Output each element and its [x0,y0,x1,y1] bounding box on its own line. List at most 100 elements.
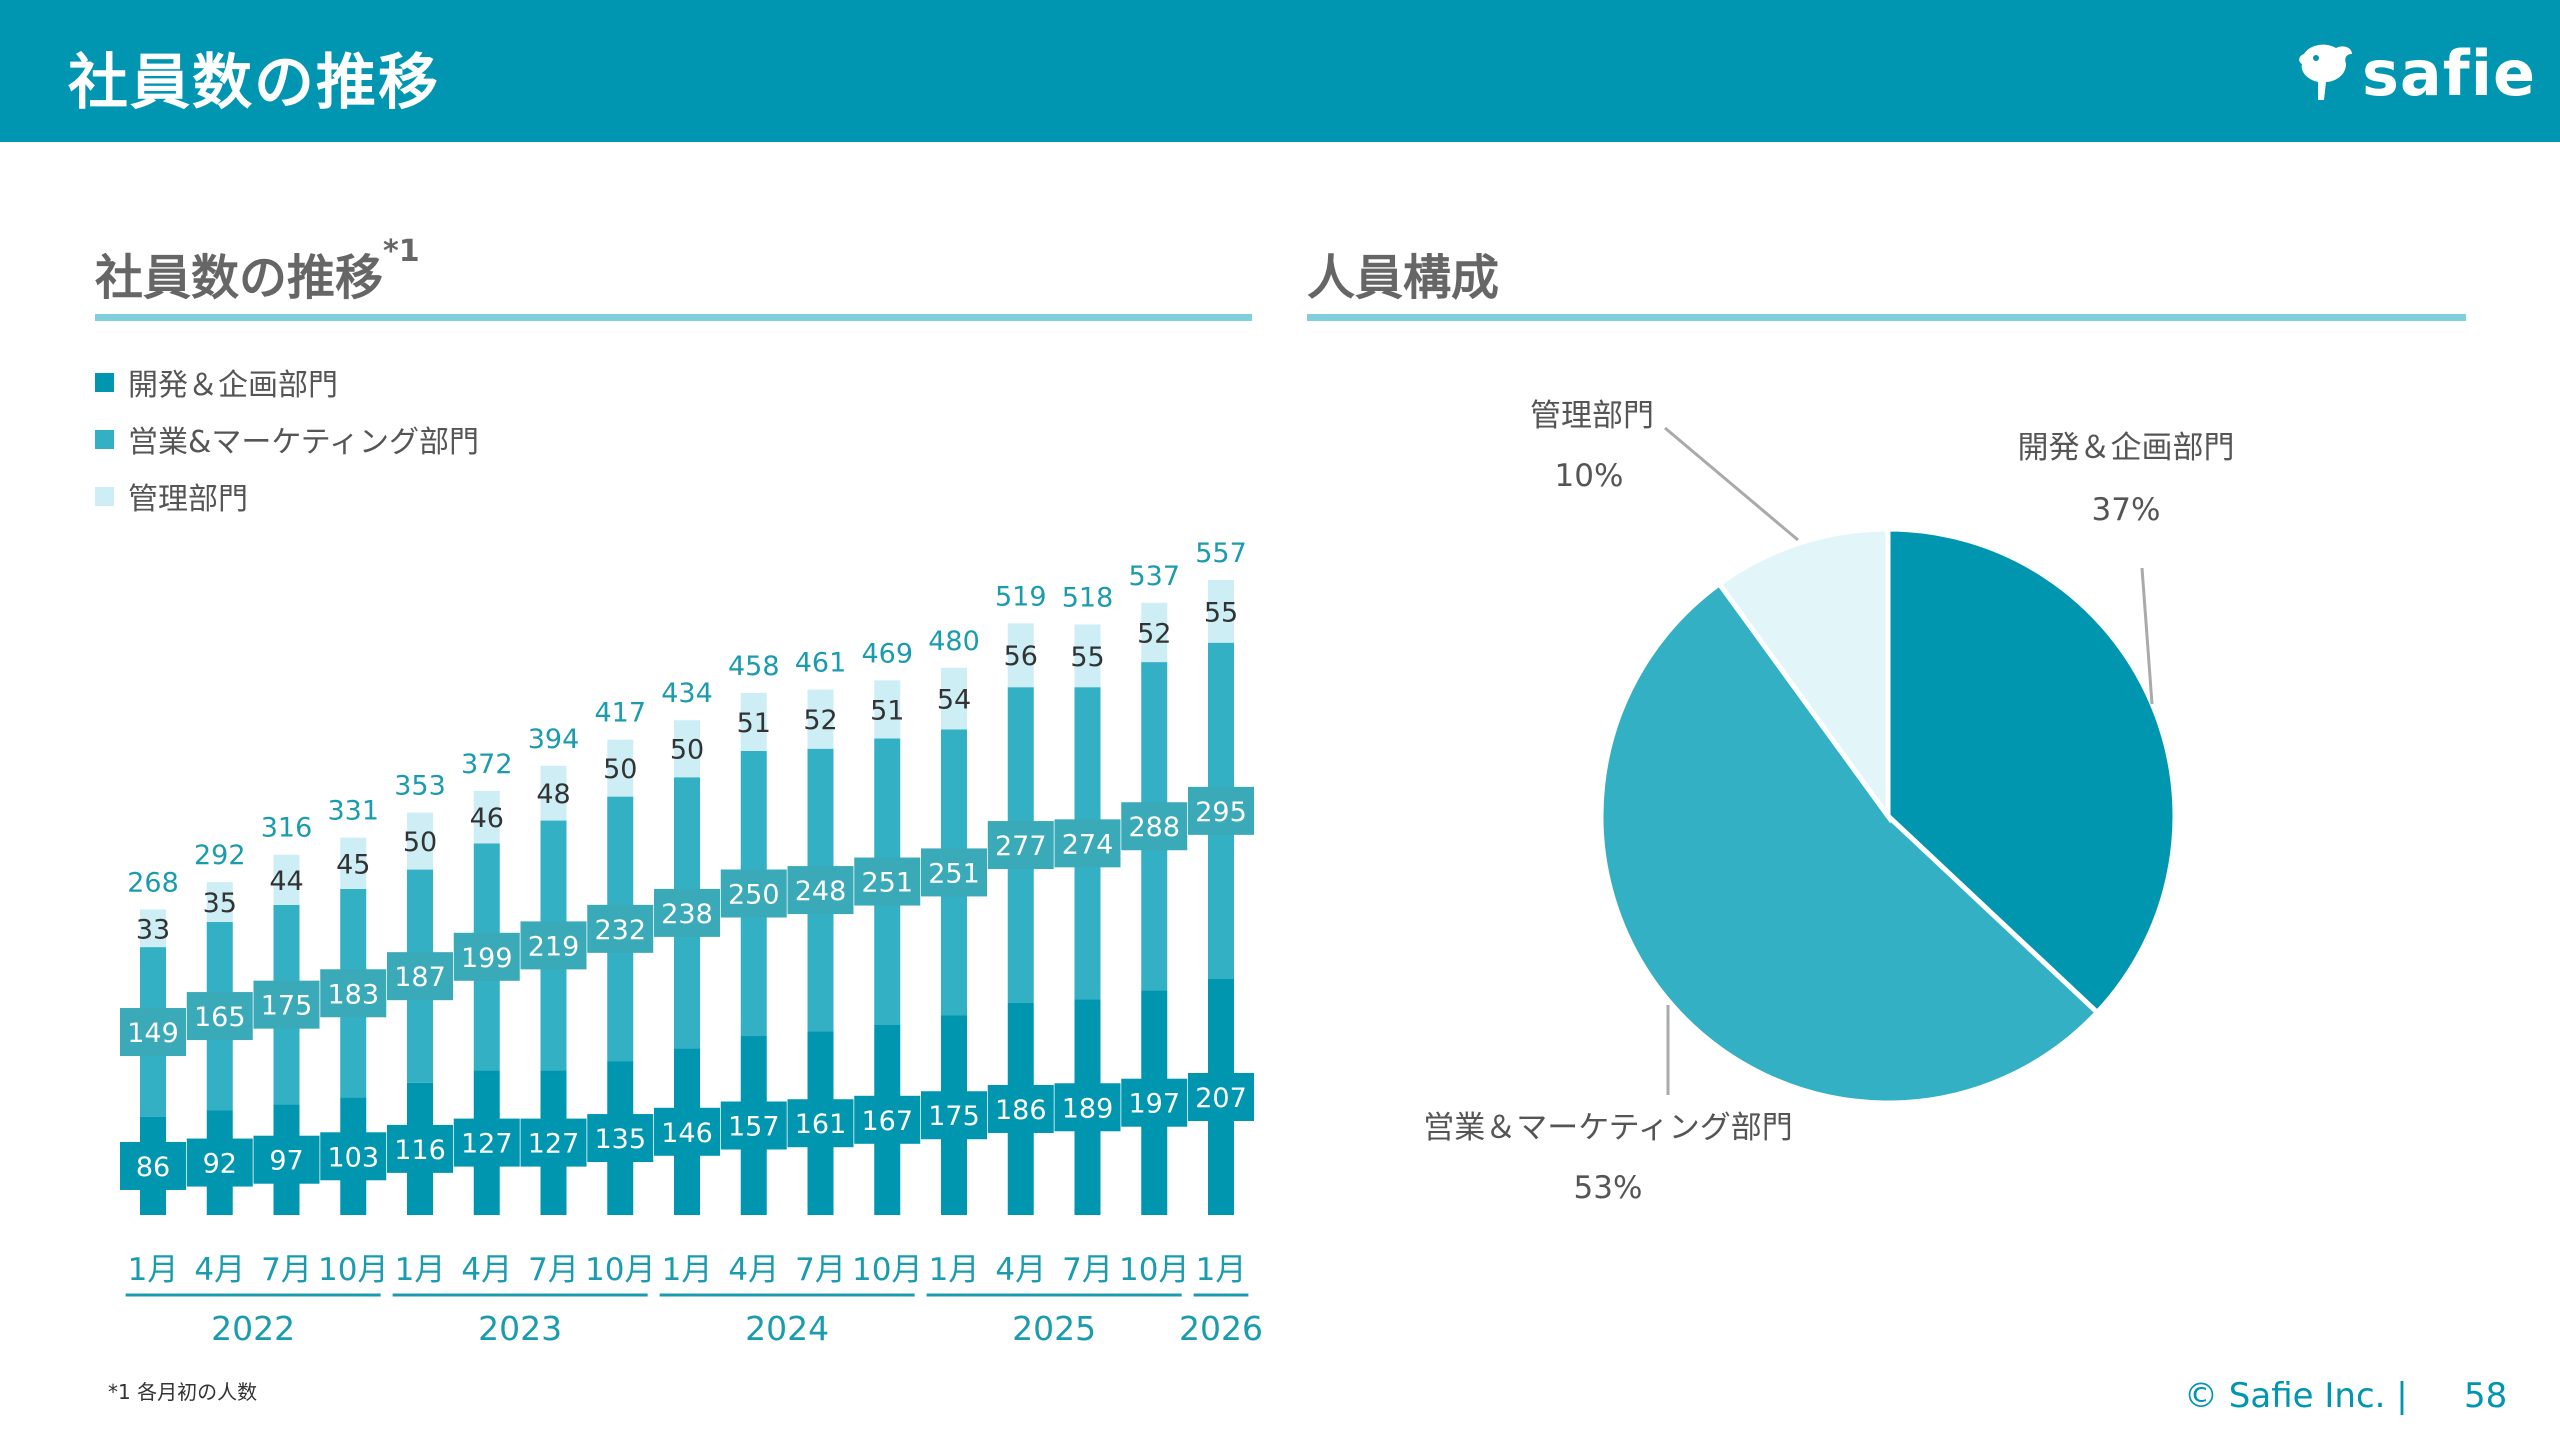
data-label-admin: 56 [1004,641,1038,672]
bar-segment-admin [273,854,300,905]
data-label-box-dev [654,1107,720,1156]
data-label-admin: 52 [803,705,837,736]
data-label-box-dev [787,1099,854,1148]
pie-leader-line [1664,426,1799,542]
month-tick-label: 4月 [194,1252,245,1288]
data-label-admin: 35 [203,888,237,919]
data-label-box-dev [120,1141,186,1190]
year-label: 2024 [745,1309,829,1348]
bar-segment-admin [607,739,634,797]
data-label-admin: 33 [136,914,170,945]
data-label-admin: 51 [870,695,904,726]
data-label-admin: 45 [336,849,370,880]
legend-swatch-admin [95,486,114,506]
month-tick-label: 7月 [1062,1252,1113,1288]
data-label-box-sales [387,952,453,1001]
left-section-title: 社員数の推移*1 [95,234,420,308]
month-tick-label: 7月 [795,1252,846,1288]
data-label-box-sales [987,821,1054,870]
data-label-admin: 50 [403,827,437,858]
month-tick-label: 1月 [1196,1252,1247,1288]
data-label-sales: 295 [1195,797,1247,828]
footnote-marker: *1 [383,234,420,269]
month-tick-label: 7月 [261,1252,312,1288]
data-label-box-sales [921,848,987,897]
data-label-sales: 251 [861,868,913,899]
data-label-dev: 175 [928,1101,980,1132]
pie-label: 開発＆企画部門 [2018,430,2235,466]
data-label-box-dev [387,1124,453,1173]
pie-slice-sales [1598,580,2101,1106]
data-label-dev: 157 [728,1112,780,1143]
pie-percent-label: 10% [1555,458,1624,494]
data-label-dev: 103 [327,1142,379,1173]
bar-segment-admin [674,720,700,778]
total-label: 316 [261,813,313,844]
left-section-rule [95,314,1252,321]
data-label-box-dev [253,1135,320,1184]
pie-slice-admin [1715,526,1891,824]
data-label-box-sales [854,857,921,906]
data-label-admin: 44 [269,866,303,897]
month-tick-label: 1月 [662,1252,713,1288]
data-label-admin: 55 [1204,597,1238,628]
bar-segment-admin [340,837,367,889]
bar-segment-admin [473,790,500,844]
total-label: 458 [728,651,780,682]
pie-percent-label: 37% [2092,492,2161,528]
legend-label: 管理部門 [128,482,248,517]
data-label-box-dev [720,1101,787,1150]
data-label-box-sales [253,980,320,1029]
month-tick-label: 4月 [728,1252,779,1288]
month-tick-label: 10月 [318,1252,388,1288]
data-label-box-dev [987,1084,1054,1133]
total-label: 537 [1128,561,1180,592]
bar-segment-admin [807,689,834,749]
data-label-box-dev [921,1091,987,1140]
data-label-box-sales [1188,786,1254,835]
month-tick-label: 10月 [1119,1252,1189,1288]
right-section-rule [1307,314,2466,321]
data-label-box-sales [320,969,387,1018]
bar-segment-admin [1074,624,1101,688]
legend-item-admin: 管理部門 [95,474,248,518]
data-label-dev: 186 [995,1095,1047,1126]
total-label: 353 [394,771,446,802]
legend-item-sales: 営業&マーケティング部門 [95,417,479,461]
data-label-sales: 238 [661,899,713,930]
data-label-box-dev [1054,1083,1121,1132]
data-label-admin: 52 [1137,618,1171,649]
bar-segment-admin [740,692,767,752]
total-label: 394 [528,724,580,755]
data-label-box-sales [654,888,720,937]
data-label-sales: 219 [528,931,580,962]
data-label-sales: 175 [261,991,313,1022]
data-label-box-sales [587,904,654,953]
total-label: 372 [461,749,513,780]
data-label-sales: 248 [795,876,847,907]
safie-logo: safie [2296,37,2536,110]
total-label: 519 [995,581,1047,612]
year-label: 2023 [478,1309,562,1348]
data-label-sales: 199 [461,943,513,974]
data-label-box-sales [1121,802,1188,851]
data-label-box-dev [320,1132,387,1181]
month-tick-label: 7月 [528,1252,579,1288]
year-label: 2022 [211,1309,295,1348]
total-label: 434 [661,678,713,709]
data-label-dev: 207 [1195,1083,1247,1114]
data-label-sales: 274 [1062,829,1114,860]
data-label-dev: 116 [394,1135,446,1166]
legend-swatch-sales [95,429,114,449]
month-tick-label: 4月 [461,1252,512,1288]
bar-segment-admin [407,812,433,870]
data-label-box-dev [854,1095,921,1144]
total-label: 557 [1195,538,1247,569]
month-tick-label: 10月 [852,1252,922,1288]
total-label: 518 [1062,582,1114,613]
total-label: 469 [861,638,913,669]
total-label: 480 [928,626,980,657]
data-label-box-dev [1121,1078,1188,1127]
data-label-dev: 146 [661,1118,713,1149]
data-label-sales: 183 [327,979,379,1010]
